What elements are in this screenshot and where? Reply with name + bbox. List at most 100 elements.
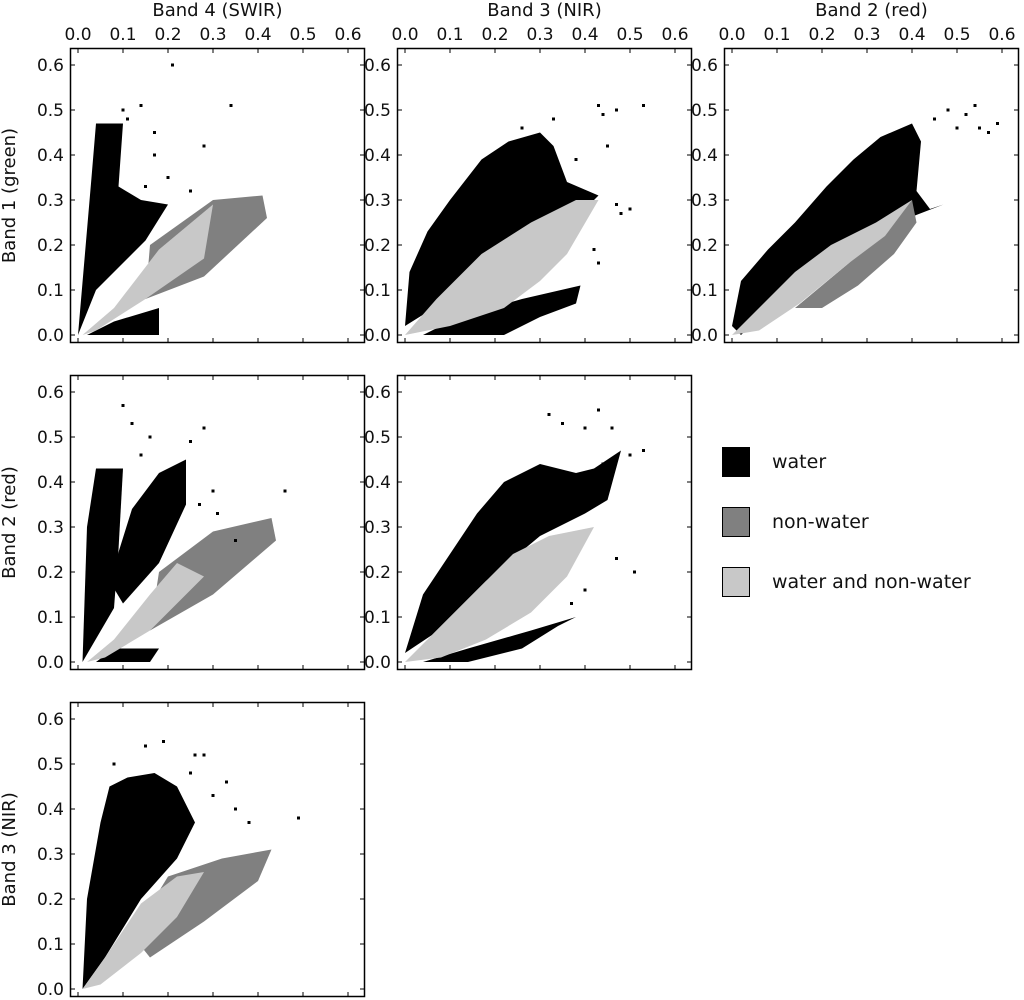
data-point [606,144,609,148]
x-tick-label: 0.5 [289,25,316,45]
x-tick-label: 0.6 [988,25,1015,45]
data-point [171,63,174,67]
y-tick-label: 0.2 [37,236,64,256]
column-title: Band 4 (SWIR) [152,0,282,21]
data-point [615,203,618,206]
y-tick-label: 0.5 [364,428,391,448]
y-tick-label: 0.4 [364,146,391,166]
y-tick-label: 0.6 [691,56,718,76]
data-point [211,794,215,797]
y-tick-label: 0.2 [364,563,391,583]
data-point [193,753,197,757]
data-point [153,153,156,157]
row-title: Band 2 (red) [0,466,20,579]
data-point [973,104,977,107]
panel-1-1: 0.0 0.1 0.2 0.3 0.4 0.5 0.6 [364,374,693,673]
panel-0-2: 0.00.10.20.30.40.50.60.0 0.1 0.2 0.3 0.4 0.5 0… [691,25,1020,346]
y-tick-label: 0.4 [691,146,718,166]
x-tick-label: 0.3 [199,25,226,45]
data-point [139,453,143,457]
x-tick-label: 0.0 [718,25,745,45]
data-point [592,248,596,251]
panel-0-0: 0.00.10.20.30.40.50.60.0 0.1 0.2 0.3 0.4 0.5 0… [37,25,366,346]
x-tick-label: 0.4 [571,25,598,45]
non-water-region [150,518,276,631]
y-tick-label: 0.3 [691,191,718,211]
data-point [139,104,143,107]
y-tick-label: 0.3 [37,191,64,211]
column-title: Band 3 (NIR) [487,0,601,21]
water-region [87,308,159,335]
y-tick-label: 0.4 [37,146,64,166]
data-point [642,104,645,107]
data-point [955,126,959,130]
x-tick-label: 0.6 [661,25,688,45]
data-point [153,131,156,134]
y-tick-label: 0.0 [364,653,391,673]
y-tick-label: 0.2 [37,890,64,910]
plot-area [82,404,287,662]
water-region [423,285,581,335]
water-and-non-water-region [405,200,599,335]
water-region [732,123,944,335]
panel-frame [396,47,693,344]
panel-frame [396,374,693,671]
data-point [610,426,614,430]
y-tick-label: 0.3 [364,518,391,538]
row-title: Band 3 (NIR) [0,792,20,906]
x-tick-label: 0.4 [898,25,925,45]
data-point [570,602,573,605]
data-point [144,744,147,748]
data-point [202,144,206,148]
y-tick-label: 0.1 [37,935,64,955]
data-point [211,489,215,493]
y-tick-label: 0.3 [37,845,64,865]
data-point [234,539,237,542]
y-tick-label: 0.0 [364,326,391,346]
data-point [166,798,170,802]
water-and-non-water-region [87,563,204,662]
panel-1-0: 0.0 0.1 0.2 0.3 0.4 0.5 0.6 [37,374,366,673]
y-tick-label: 0.0 [37,980,64,1000]
data-point [619,212,623,215]
y-tick-label: 0.0 [691,326,718,346]
y-tick-label: 0.3 [364,191,391,211]
water-region [82,773,195,989]
water-region [405,132,599,326]
panel-frame [69,47,366,344]
y-tick-label: 0.0 [37,326,64,346]
water-region [405,450,621,653]
data-point [633,570,636,574]
data-point [148,435,152,439]
y-tick-label: 0.2 [691,236,718,256]
legend-label-water: water [772,451,827,473]
water-and-non-water-region [82,204,213,335]
x-tick-label: 0.2 [481,25,508,45]
water-and-non-water-region [82,872,204,989]
data-point [189,440,192,443]
x-tick-label: 0.0 [64,25,91,45]
water-region [78,123,168,335]
data-point [946,108,950,112]
row-title: Band 1 (green) [0,128,20,263]
data-point [552,117,555,121]
y-tick-label: 0.6 [364,56,391,76]
data-point [574,503,578,506]
plot-area [405,104,645,335]
y-tick-label: 0.5 [691,101,718,121]
data-point [121,108,125,112]
non-water-region [132,849,272,958]
water-and-non-water-region [405,527,594,662]
data-point [126,117,129,121]
legend-item-non-water: non-water [722,506,869,538]
y-tick-label: 0.1 [364,281,391,301]
data-point [547,413,551,416]
data-point [615,108,618,112]
legend-item-water-and-non-water: water and non-water [722,566,971,598]
x-tick-label: 0.1 [436,25,463,45]
x-tick-label: 0.3 [853,25,880,45]
y-tick-label: 0.6 [37,710,64,730]
x-tick-label: 0.6 [334,25,361,45]
data-point [189,771,192,775]
legend-label-water-and-non-water: water and non-water [772,571,971,593]
